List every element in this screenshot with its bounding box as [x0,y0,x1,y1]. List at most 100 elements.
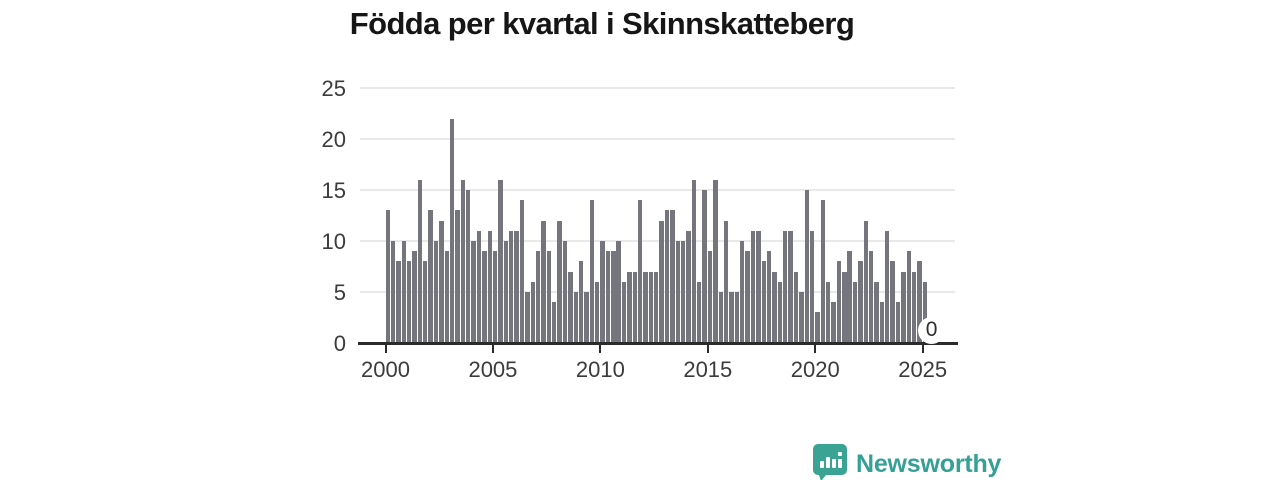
bar [530,281,535,343]
x-tick-mark [706,345,709,353]
bar [514,230,519,343]
bar [589,200,595,343]
x-tick-label: 2020 [790,357,840,382]
bar [385,210,390,343]
bar [804,190,809,343]
bar [509,230,514,343]
bar [766,251,772,343]
bar [750,230,756,343]
bar [885,230,890,343]
bar [756,230,761,343]
bar [707,251,713,343]
bar [890,261,895,343]
x-tick-label: 2010 [575,357,625,382]
bar [568,271,573,343]
bar [729,292,734,343]
bar [868,251,874,343]
bar [573,292,578,343]
bar [691,179,697,343]
bar [578,261,584,343]
bar [895,302,901,343]
bar [525,292,530,343]
bar [498,179,503,343]
bar [858,261,863,343]
x-tick-label: 2005 [468,357,518,382]
bar [740,241,745,343]
bar [439,220,444,343]
bar [444,251,449,343]
bar [460,179,466,343]
bar [831,302,836,343]
bar [713,179,718,343]
bar [820,200,826,343]
bar [648,271,654,343]
y-tick-label: 5 [333,280,346,305]
bar [423,261,428,343]
gridline [360,240,955,242]
bar [611,251,616,343]
bar [433,241,439,343]
bar [734,292,740,343]
bar [761,261,766,343]
x-tick-mark [921,345,924,353]
bar [906,251,911,343]
bar [702,190,707,343]
bar [552,302,557,343]
bar [401,241,406,343]
x-tick-mark [491,345,494,353]
bar [836,261,842,343]
newsworthy-logo-icon [812,443,848,480]
bar [487,230,492,343]
bar [675,241,680,343]
newsworthy-logo-text: Newsworthy [856,450,1002,478]
bar [718,292,723,343]
bar [922,281,928,343]
bar [793,271,799,343]
bar [546,251,552,343]
bar [396,261,401,343]
bar [466,190,471,343]
x-tick-label: 2015 [683,357,733,382]
bar [406,261,412,343]
bar [643,271,648,343]
bar [417,179,423,343]
bar [428,210,433,343]
x-tick-label: 2000 [361,357,410,382]
bar [449,118,455,343]
bar [595,281,600,343]
x-tick-mark [384,345,387,353]
bar [541,220,546,343]
y-tick-label: 15 [321,178,346,203]
y-tick-label: 10 [321,229,346,254]
gridline [360,189,955,191]
bar [557,220,562,343]
bar [482,251,487,343]
x-tick-mark [599,345,602,353]
bar [390,241,396,343]
bar [863,220,868,343]
bar [562,241,568,343]
x-tick-mark [814,345,817,353]
bar [503,241,509,343]
bar [605,251,611,343]
bar [697,281,702,343]
bar [723,220,729,343]
bar [874,281,879,343]
y-tick-label: 0 [333,331,346,356]
bar [600,241,605,343]
bar [777,281,783,343]
y-tick-label: 20 [321,127,346,152]
bar [852,281,858,343]
bar [826,281,831,343]
x-axis-line [358,342,958,345]
bar [809,230,815,343]
bar [492,251,498,343]
bar [455,210,460,343]
bar [659,220,664,343]
y-tick-label: 25 [321,76,346,101]
bar [745,251,750,343]
bar [584,292,589,343]
bar [901,271,906,343]
bar [519,200,525,343]
bar [654,271,659,343]
